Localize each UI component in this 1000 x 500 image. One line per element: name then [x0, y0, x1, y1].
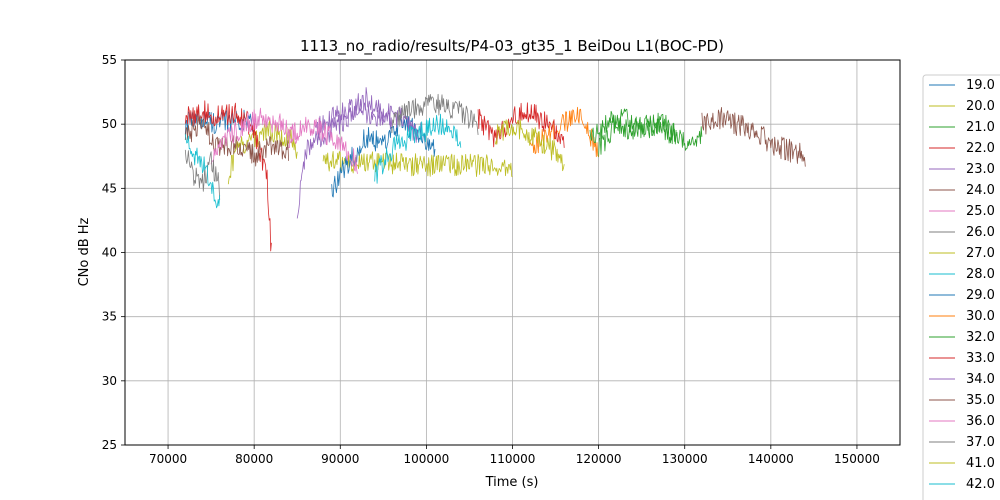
y-tick-label: 55: [102, 53, 117, 67]
legend-label: 21.0: [966, 120, 995, 135]
series-line: [701, 107, 806, 167]
x-tick-label: 100000: [403, 452, 449, 466]
y-tick-label: 45: [102, 181, 117, 195]
legend-label: 35.0: [966, 393, 995, 408]
x-tick-label: 150000: [834, 452, 880, 466]
legend-label: 29.0: [966, 288, 995, 303]
legend-box: [922, 74, 1000, 500]
x-tick-label: 120000: [576, 452, 622, 466]
series-line: [529, 106, 599, 158]
legend-label: 42.0: [966, 477, 995, 492]
series-line: [494, 119, 565, 172]
series-line: [184, 115, 289, 167]
legend-label: 33.0: [966, 351, 995, 366]
legend-label: 37.0: [966, 435, 995, 450]
legend-label: 23.0: [966, 162, 995, 177]
series-line: [589, 108, 677, 144]
x-tick-label: 70000: [149, 452, 187, 466]
series-line: [288, 116, 358, 174]
legend-label: 27.0: [966, 246, 995, 261]
x-tick-label: 80000: [235, 452, 273, 466]
legend-label: 30.0: [966, 309, 995, 324]
series-line: [184, 108, 255, 135]
legend-label: 41.0: [966, 456, 995, 471]
x-tick-label: 90000: [321, 452, 359, 466]
legend-label: 34.0: [966, 372, 995, 387]
series-layer: [184, 87, 806, 252]
legend-label: 19.0: [966, 78, 995, 93]
x-tick-label: 140000: [748, 452, 794, 466]
series-line: [391, 93, 479, 135]
legend-label: 22.0: [966, 141, 995, 156]
legend-label: 36.0: [966, 414, 995, 429]
series-line: [374, 113, 462, 184]
x-axis-ticks: 70000 80000 90000 100000 110000 120000 130000 1…: [149, 445, 880, 466]
legend-label: 24.0: [966, 183, 995, 198]
series-line: [477, 102, 565, 148]
legend-label: 20.0: [966, 99, 995, 114]
x-tick-label: 110000: [490, 452, 536, 466]
y-tick-label: 35: [102, 310, 117, 324]
y-tick-label: 50: [102, 117, 117, 131]
series-line: [184, 149, 221, 200]
chart-title: 1113_no_radio/results/P4-03_gt35_1 BeiDo…: [300, 37, 724, 56]
legend-label: 28.0: [966, 267, 995, 282]
y-axis-label: CNo dB Hz: [77, 217, 92, 286]
x-axis-label: Time (s): [485, 475, 539, 490]
y-tick-label: 40: [102, 246, 117, 260]
y-tick-label: 30: [102, 374, 117, 388]
legend-label: 32.0: [966, 330, 995, 345]
legend: 19.0 20.0 21.0 22.0 23.0 24.0 25.0 26.0 27.0 28.0…: [922, 74, 1000, 500]
y-axis-ticks: 25 30 35 40 45 50 55: [102, 53, 125, 452]
legend-label: 26.0: [966, 225, 995, 240]
x-tick-label: 130000: [662, 452, 708, 466]
series-line: [184, 134, 221, 209]
y-tick-label: 25: [102, 438, 117, 452]
series-line: [331, 115, 436, 198]
legend-label: 25.0: [966, 204, 995, 219]
series-line: [210, 107, 298, 165]
